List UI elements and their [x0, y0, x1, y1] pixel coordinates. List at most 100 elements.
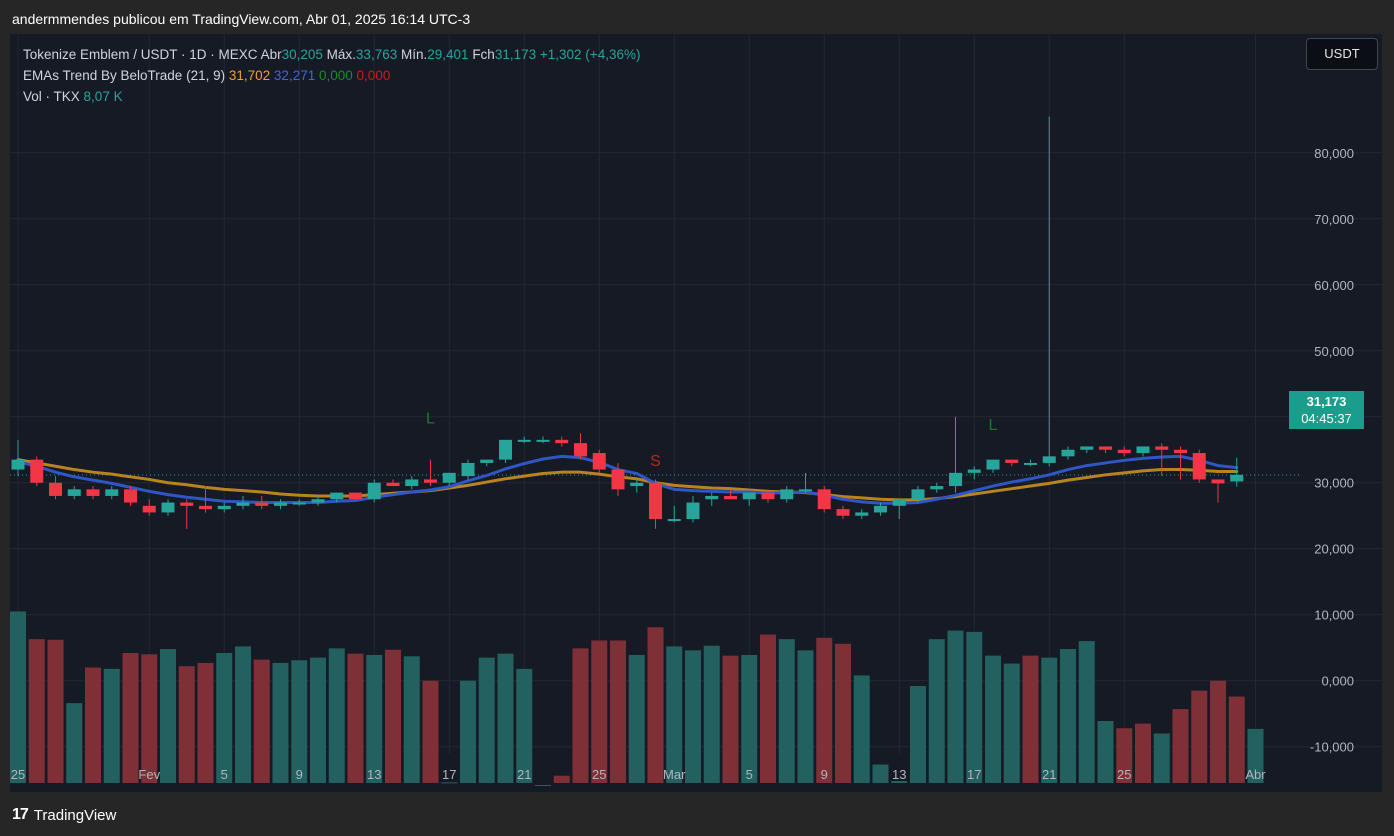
volume-bar: [460, 680, 476, 783]
volume-bar: [910, 685, 926, 783]
volume-bar: [1003, 663, 1020, 783]
candle-body: [761, 492, 775, 500]
candle-body: [1117, 449, 1131, 454]
candle-body: [49, 482, 62, 496]
candle-body: [1080, 446, 1094, 450]
low-value: 29,401: [427, 47, 469, 62]
volume-bar: [947, 630, 964, 783]
ema-row: EMAs Trend By BeloTrade (21, 9) 31,702 3…: [23, 65, 640, 86]
volume-bar: [778, 639, 795, 783]
volume-bar: [872, 764, 889, 783]
candle-body: [724, 495, 737, 500]
candle-body: [330, 492, 344, 500]
candle-body: [217, 505, 231, 510]
candlestick-chart[interactable]: LSL80,00070,00060,00050,00040,00030,0002…: [10, 34, 1382, 792]
tradingview-logo-icon: 17: [12, 806, 29, 823]
volume-bar: [666, 646, 683, 783]
long-signal-label: L: [989, 417, 998, 434]
chart-panel[interactable]: LSL80,00070,00060,00050,00040,00030,0002…: [10, 34, 1382, 792]
candle-body: [930, 486, 944, 490]
x-axis-tick-label: 21: [1042, 767, 1056, 782]
volume-bar: [28, 639, 45, 783]
volume-bar: [647, 627, 664, 783]
candle-body: [180, 502, 194, 506]
candle-body: [1136, 446, 1150, 454]
candle-body: [517, 439, 531, 442]
x-axis-tick-label: 17: [967, 767, 981, 782]
x-axis-tick-label: 13: [367, 767, 381, 782]
candle-body: [574, 443, 587, 457]
open-value: 30,205: [281, 47, 323, 62]
candle-body: [499, 439, 512, 460]
volume-bar: [403, 656, 420, 783]
volume-bar: [1191, 690, 1208, 783]
candle-body: [1024, 462, 1037, 465]
candle-body: [30, 459, 44, 483]
volume-bar: [197, 662, 214, 783]
volume-indicator-name[interactable]: Vol · TKX: [23, 89, 80, 104]
tradingview-brand-text: TradingView: [33, 806, 117, 824]
volume-bar: [891, 781, 908, 783]
footer-brand[interactable]: 17 TradingView: [12, 804, 116, 826]
candle-body: [780, 489, 794, 500]
x-axis-tick-label: 25: [1117, 767, 1131, 782]
candle-body: [649, 482, 662, 520]
ema-value-4: 0,000: [356, 68, 391, 83]
volume-bar: [216, 652, 233, 783]
volume-bar: [178, 666, 195, 783]
high-value: 33,763: [355, 47, 398, 62]
candle-body: [1042, 456, 1056, 463]
candle-body: [255, 502, 269, 506]
ema-value-2: 32,271: [273, 68, 316, 83]
ema-indicator-name[interactable]: EMAs Trend By BeloTrade (21, 9): [23, 68, 226, 83]
volume-bar: [572, 648, 589, 783]
ema-slow-line: [16, 458, 1239, 502]
candle-body: [11, 459, 25, 470]
volume-bar: [478, 657, 495, 783]
volume-bar: [235, 646, 251, 783]
candle-body: [686, 502, 700, 520]
volume-bar: [1060, 649, 1076, 783]
volume-bar: [985, 655, 1001, 783]
candle-body: [86, 489, 100, 496]
volume-bar: [610, 640, 626, 783]
y-axis-tick-label: 50,000: [1314, 344, 1354, 359]
symbol-label[interactable]: Tokenize Emblem / USDT · 1D · MEXC: [23, 47, 258, 62]
low-label: Mín.: [400, 47, 428, 62]
x-axis-tick-label: Mar: [663, 767, 686, 782]
volume-bar: [85, 667, 101, 783]
ema-fast-line: [16, 454, 1239, 505]
volume-bar: [741, 654, 758, 783]
y-axis-tick-label: 60,000: [1314, 278, 1354, 293]
candle-body: [461, 462, 475, 477]
candle-body: [742, 492, 756, 500]
candle-body: [1061, 449, 1075, 457]
volume-bar: [328, 648, 345, 783]
currency-button[interactable]: USDT: [1306, 38, 1378, 70]
volume-bar: [47, 639, 64, 783]
y-axis-tick-label: 70,000: [1314, 212, 1354, 227]
volume-bar: [1153, 733, 1170, 783]
y-axis-tick-label: 10,000: [1314, 608, 1354, 623]
y-axis-tick-label: 80,000: [1314, 146, 1354, 161]
last-price-tag: 31,173 04:45:37: [1289, 391, 1364, 429]
x-axis-tick-label: 5: [221, 767, 228, 782]
volume-bar: [272, 662, 289, 783]
candle-body: [292, 502, 306, 505]
candle-body: [67, 489, 81, 496]
x-axis-tick-label: 9: [296, 767, 303, 782]
volume-bar: [535, 784, 551, 786]
volume-row: Vol · TKX 8,07 K: [23, 86, 640, 107]
candle-body: [1005, 459, 1019, 463]
volume-bar: [497, 653, 514, 783]
candle-body: [611, 469, 625, 490]
y-axis-tick-label: 20,000: [1314, 542, 1354, 557]
last-price-value: 31,173: [1306, 394, 1347, 409]
volume-bar: [1041, 657, 1058, 783]
candle-body: [967, 469, 981, 473]
open-label: Abr: [260, 47, 282, 62]
candle-body: [236, 502, 250, 506]
volume-bar: [141, 654, 158, 783]
publisher-bar: andermmendes publicou em TradingView.com…: [0, 0, 1394, 36]
volume-bar: [1210, 680, 1226, 783]
